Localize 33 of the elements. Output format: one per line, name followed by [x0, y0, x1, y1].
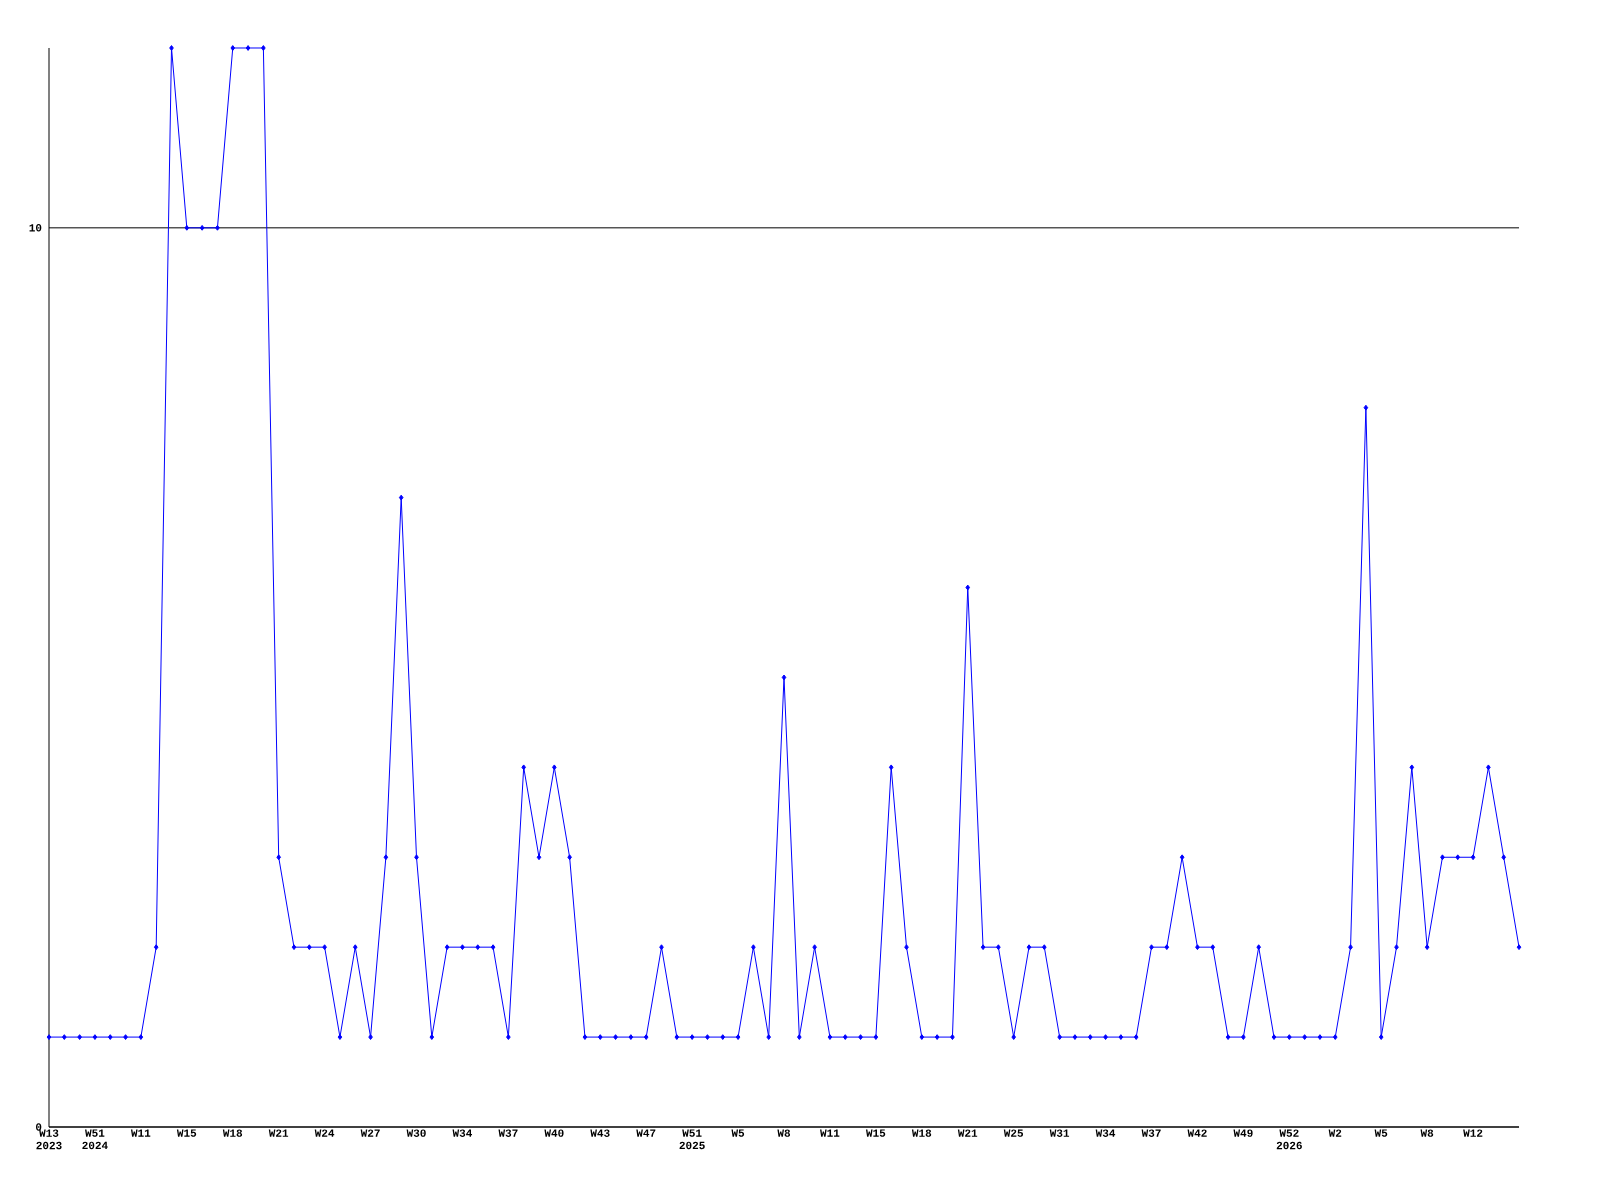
- x-tick-label: W21: [957, 1129, 978, 1137]
- x-tick-label: W37: [1141, 1129, 1161, 1137]
- x-tick-label: W27: [360, 1129, 380, 1137]
- y-tick-label: 10: [29, 224, 42, 232]
- x-tick-label: W51 2025: [679, 1129, 705, 1150]
- x-tick-label: W18: [222, 1129, 243, 1137]
- x-tick-label: W5: [731, 1129, 745, 1137]
- x-tick-label: W5: [1374, 1129, 1388, 1137]
- x-tick-label: W31: [1049, 1129, 1070, 1137]
- y-tick-label: 0: [35, 1123, 42, 1131]
- x-tick-label: W47: [636, 1129, 656, 1137]
- x-tick-label: W8: [777, 1129, 791, 1137]
- x-tick-label: W21: [268, 1129, 289, 1137]
- x-tick-label: W24: [314, 1129, 335, 1137]
- x-tick-label: W25: [1003, 1129, 1024, 1137]
- x-tick-label: W37: [498, 1129, 518, 1137]
- x-tick-label: W8: [1420, 1129, 1434, 1137]
- x-tick-label: W2: [1328, 1129, 1342, 1137]
- x-tick-label: W51 2024: [82, 1129, 108, 1150]
- x-tick-label: W11: [820, 1129, 840, 1137]
- x-tick-label: W12: [1463, 1129, 1483, 1137]
- x-tick-label: W52 2026: [1276, 1129, 1302, 1150]
- x-tick-label: W40: [544, 1129, 564, 1137]
- x-tick-label: W15: [865, 1129, 886, 1137]
- x-tick-label: W42: [1187, 1129, 1207, 1137]
- x-tick-label: W43: [590, 1129, 610, 1137]
- x-tick-label: W34: [452, 1129, 473, 1137]
- x-tick-label: W15: [176, 1129, 197, 1137]
- x-tick-label: W34: [1095, 1129, 1116, 1137]
- x-tick-label: W11: [130, 1129, 151, 1137]
- x-tick-label: W49: [1233, 1129, 1253, 1137]
- x-tick-label: W30: [406, 1129, 426, 1137]
- x-tick-label: W18: [911, 1129, 932, 1137]
